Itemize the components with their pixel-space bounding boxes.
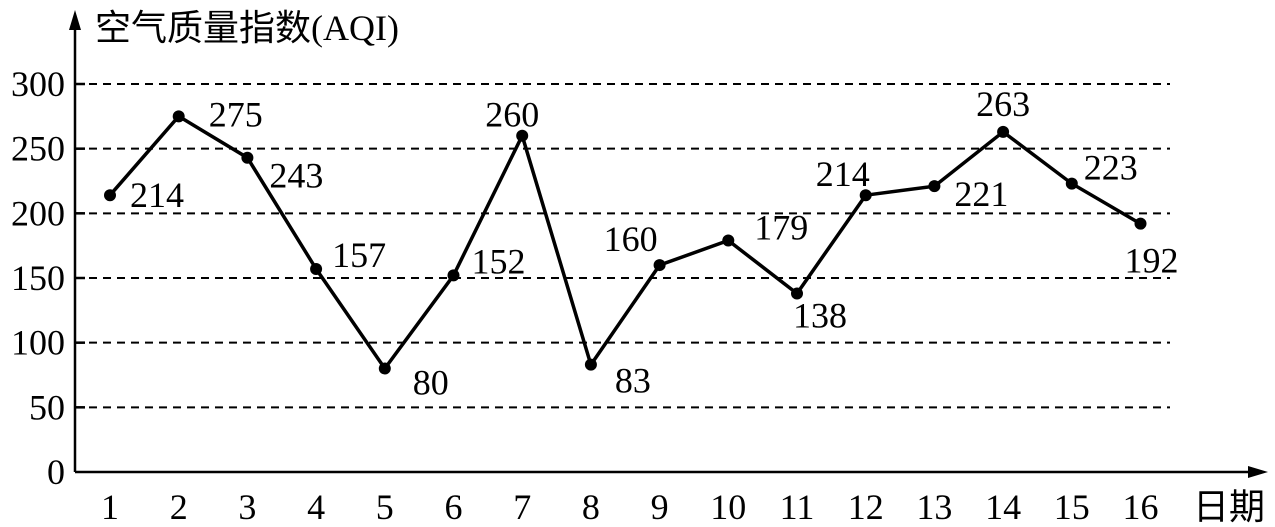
data-label: 192 <box>1125 241 1179 281</box>
data-label: 214 <box>816 154 870 194</box>
x-tick-label: 15 <box>1054 487 1090 527</box>
y-tick-label: 50 <box>29 387 65 427</box>
x-tick-label: 6 <box>445 487 463 527</box>
data-point <box>1134 217 1147 230</box>
data-label: 83 <box>615 361 651 401</box>
y-tick-label: 150 <box>11 258 65 298</box>
data-label: 263 <box>976 84 1030 124</box>
x-tick-label: 11 <box>780 487 815 527</box>
x-tick-label: 7 <box>513 487 531 527</box>
x-tick-label: 16 <box>1123 487 1159 527</box>
y-tick-label: 300 <box>11 64 65 104</box>
x-tick-label: 1 <box>101 487 119 527</box>
data-point <box>104 189 116 202</box>
data-point <box>447 269 460 282</box>
data-point <box>310 262 323 275</box>
y-axis-arrow <box>69 10 81 30</box>
data-point <box>241 151 254 164</box>
x-tick-label: 3 <box>238 487 256 527</box>
data-label: 275 <box>209 94 263 134</box>
y-axis-title: 空气质量指数(AQI) <box>95 8 399 48</box>
data-label: 157 <box>332 235 386 275</box>
data-point <box>928 180 941 193</box>
axes <box>69 10 1268 478</box>
data-label: 160 <box>604 219 658 259</box>
y-tick-label: 0 <box>47 452 65 492</box>
x-axis-arrow <box>1248 466 1268 478</box>
data-label: 80 <box>413 363 449 403</box>
y-tick-label: 200 <box>11 193 65 233</box>
data-point <box>584 358 597 371</box>
data-label: 243 <box>269 156 323 196</box>
x-tick-label: 8 <box>582 487 600 527</box>
x-tick-label: 9 <box>651 487 669 527</box>
data-point <box>172 110 185 123</box>
series-line <box>108 114 1142 372</box>
data-label: 138 <box>793 296 847 336</box>
x-tick-label: 13 <box>916 487 952 527</box>
x-tick-labels: 1 2 3 4 5 6 7 8 9 10 11 12 13 14 15 16 <box>101 487 1159 527</box>
data-point <box>653 259 666 272</box>
data-point <box>722 234 735 247</box>
data-point <box>791 287 803 300</box>
x-tick-label: 10 <box>710 487 746 527</box>
y-tick-label: 100 <box>11 323 65 363</box>
data-point <box>516 129 529 142</box>
data-point <box>859 189 872 202</box>
y-tick-labels: 0 50 100 150 200 250 300 <box>11 64 65 492</box>
grid-lines <box>75 82 1170 409</box>
x-tick-label: 12 <box>848 487 884 527</box>
data-label: 260 <box>485 95 539 135</box>
data-label: 223 <box>1084 148 1138 188</box>
data-point <box>997 125 1010 138</box>
data-label: 179 <box>754 207 808 247</box>
data-points <box>104 110 1147 375</box>
y-tick-label: 250 <box>11 129 65 169</box>
data-point <box>378 362 391 375</box>
x-tick-label: 5 <box>376 487 394 527</box>
data-point <box>1065 177 1078 190</box>
data-label: 152 <box>472 241 526 281</box>
x-tick-label: 2 <box>170 487 188 527</box>
x-axis-title: 日期 <box>1193 487 1265 527</box>
x-tick-label: 4 <box>307 487 325 527</box>
data-label: 214 <box>130 175 184 215</box>
data-label: 221 <box>954 174 1008 214</box>
x-tick-label: 14 <box>985 487 1021 527</box>
